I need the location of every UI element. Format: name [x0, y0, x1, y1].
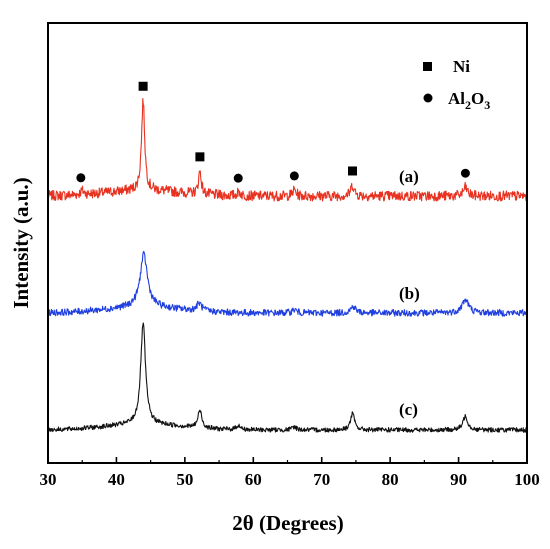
- legend-ni-label: Ni: [453, 57, 470, 76]
- ni-peak-marker: [348, 166, 358, 176]
- x-tick-label-30: 30: [40, 470, 57, 489]
- x-tick-layer: 30 40 50 60 70 80 90 100: [40, 457, 540, 489]
- series-line-a: [47, 97, 528, 202]
- x-tick-label-80: 80: [382, 470, 399, 489]
- series-label-c: (c): [399, 400, 418, 419]
- x-tick-label-90: 90: [450, 470, 467, 489]
- al2o3-peak-marker: [289, 171, 299, 181]
- legend: Ni Al2O3: [423, 57, 490, 112]
- series-label-b: (b): [399, 284, 420, 303]
- x-tick-label-70: 70: [313, 470, 330, 489]
- al2o3-peak-marker: [460, 168, 470, 178]
- series-layer: [47, 97, 528, 433]
- legend-al2o3-label: Al2O3: [448, 89, 490, 112]
- legend-al2o3-marker: [423, 93, 433, 103]
- series-line-b: [47, 250, 528, 317]
- series-label-a: (a): [399, 167, 419, 186]
- ni-peak-marker: [138, 81, 148, 91]
- y-axis-title: Intensity (a.u.): [9, 177, 33, 308]
- series-line-c: [47, 322, 528, 433]
- legend-ni-marker: [423, 62, 432, 71]
- al2o3-peak-marker: [233, 173, 243, 183]
- al2o3-peak-marker: [76, 173, 86, 183]
- x-tick-label-100: 100: [514, 470, 540, 489]
- ni-peak-marker: [195, 152, 205, 162]
- x-axis-title: 2θ (Degrees): [232, 511, 343, 535]
- x-tick-label-40: 40: [108, 470, 125, 489]
- x-tick-label-50: 50: [176, 470, 193, 489]
- phase-marker-layer: [76, 81, 470, 183]
- x-tick-label-60: 60: [245, 470, 262, 489]
